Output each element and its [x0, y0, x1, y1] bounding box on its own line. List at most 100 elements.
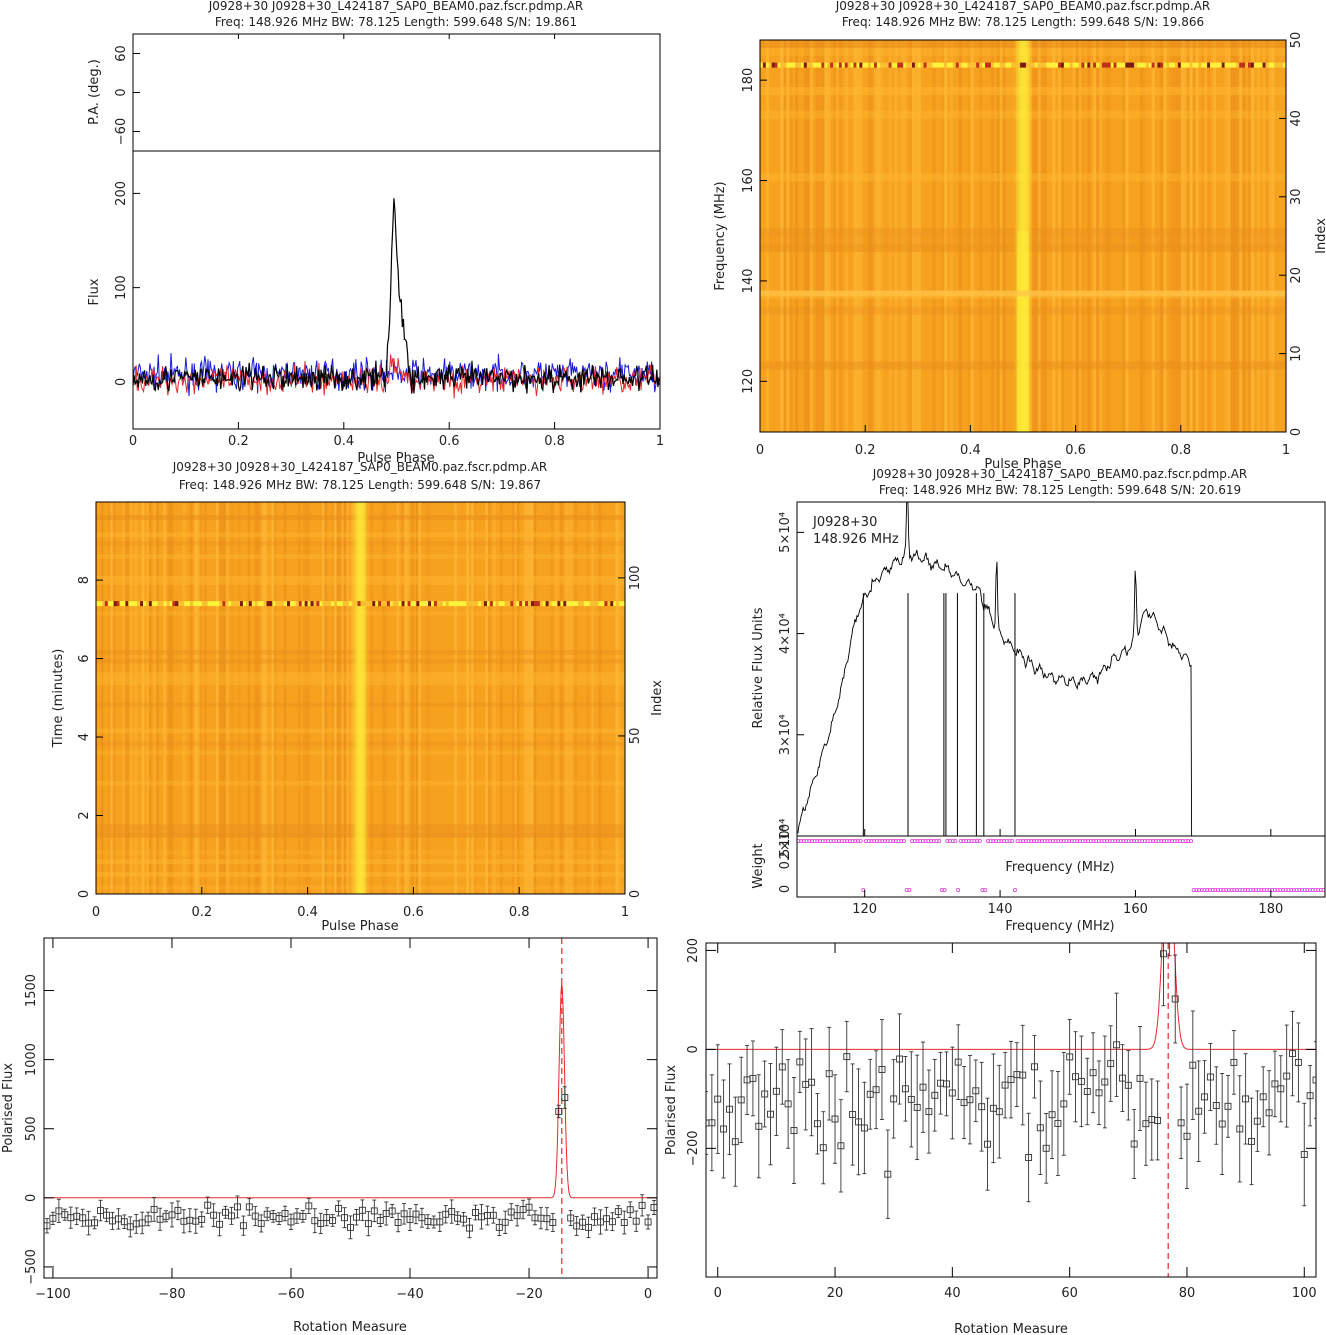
- rfi-row-cell: [128, 601, 132, 607]
- weight-marker: [847, 839, 852, 844]
- heatmap-noise-column: [230, 502, 234, 894]
- heatmap-noise-column: [524, 502, 527, 894]
- data-point: [907, 1095, 915, 1103]
- weight-marker: [1002, 839, 1007, 844]
- x-tick-label: 0.2: [855, 443, 876, 458]
- heatmap-noise-column: [146, 502, 150, 894]
- rfi-row-cell: [1034, 62, 1038, 68]
- data-point: [1283, 1072, 1291, 1080]
- data-point: [866, 1090, 874, 1098]
- rfi-row-cell: [337, 601, 341, 607]
- data-point: [1206, 1073, 1214, 1081]
- data-point: [448, 1208, 456, 1216]
- data-point: [239, 1222, 247, 1230]
- rfi-row-cell: [765, 62, 769, 68]
- data-point: [358, 1206, 366, 1214]
- heatmap-noise-column: [1107, 40, 1111, 432]
- heatmap-noise-column: [821, 40, 825, 432]
- data-point: [1077, 1077, 1085, 1085]
- rfi-row-cell: [207, 601, 211, 607]
- y-tick-label: 2: [77, 811, 92, 819]
- weight-marker: [1235, 888, 1240, 893]
- rfi-row-cell: [175, 601, 179, 607]
- y-tick-label: 4×10⁴: [778, 613, 793, 654]
- x-tick-label: 0.6: [1065, 443, 1086, 458]
- data-point: [943, 1080, 950, 1088]
- data-point: [1019, 1071, 1027, 1079]
- heatmap-noise-column: [305, 502, 308, 894]
- rfi-row-cell: [292, 601, 297, 607]
- heatmap-noise-column: [888, 40, 892, 432]
- profile-axes: 0 0.2 0.4 0.6 0.8 1 0 100 200 60 0 −60: [114, 33, 664, 449]
- heatmap-noise-column: [148, 502, 152, 894]
- data-point: [549, 1219, 557, 1226]
- rfi-row-cell: [131, 601, 135, 607]
- weight-marker: [885, 839, 890, 844]
- rfi-row-cell: [622, 601, 625, 607]
- heatmap-noise-column: [466, 502, 469, 894]
- data-point: [948, 1089, 956, 1097]
- heatmap-noise-column: [1075, 40, 1079, 432]
- heatmap-noise-row: [96, 532, 625, 538]
- weight-marker: [1156, 839, 1161, 844]
- rfi-row-cell: [982, 62, 986, 68]
- rfi-row-cell: [148, 601, 153, 607]
- rfi-row-cell: [1096, 62, 1100, 68]
- heatmap-noise-column: [1230, 40, 1234, 432]
- weight-marker: [1205, 888, 1210, 893]
- rfi-row-cell: [1037, 62, 1041, 68]
- rfi-row-cell: [818, 62, 822, 68]
- weight-marker: [1240, 888, 1245, 893]
- heatmap-noise-column: [182, 502, 186, 894]
- bandpass-panel: J0928+30 J0928+30_L424187_SAP0_BEAM0.paz…: [751, 467, 1326, 934]
- data-point: [831, 1115, 839, 1123]
- weight-marker: [929, 839, 934, 844]
- heatmap-noise-column: [1160, 40, 1164, 432]
- weight-marker: [834, 839, 839, 844]
- y-tick-label: 160: [741, 168, 756, 193]
- weight-marker: [1281, 888, 1286, 893]
- weight-marker: [1186, 839, 1191, 844]
- rfi-row-cell: [944, 62, 948, 68]
- rfi-row-cell: [240, 601, 244, 607]
- heatmap-noise-row: [96, 859, 625, 864]
- y-tick-label: 1500: [24, 974, 39, 1007]
- data-point: [495, 1223, 503, 1231]
- rfi-row-cell: [803, 62, 807, 68]
- series-I-line: [133, 198, 660, 394]
- rfi-row-cell: [328, 601, 332, 607]
- weight-marker: [912, 839, 917, 844]
- rfi-row-cell: [578, 601, 582, 607]
- weight-marker: [1094, 839, 1099, 844]
- weight-marker: [1048, 839, 1053, 844]
- heatmap-noise-column: [871, 40, 875, 432]
- rfi-row-cell: [1245, 62, 1249, 68]
- weight-marker: [896, 839, 901, 844]
- rfi-row-cell: [897, 62, 901, 68]
- weight-marker: [1137, 839, 1142, 844]
- data-point: [1095, 1089, 1103, 1097]
- data-point: [837, 1142, 845, 1150]
- rfi-row-cell: [401, 601, 405, 607]
- rfi-row-cell: [1180, 62, 1184, 68]
- weight-marker: [937, 839, 942, 844]
- heatmap-noise-column: [415, 502, 419, 894]
- rfi-row-cell: [454, 601, 458, 607]
- rfi-row-cell: [460, 601, 464, 607]
- heatmap-noise-column: [473, 502, 477, 894]
- data-point: [412, 1210, 420, 1218]
- rfi-row-cell: [407, 601, 411, 607]
- right-tick-label: 40: [1289, 110, 1304, 127]
- rfi-row-cell: [140, 601, 144, 607]
- rfi-row-cell: [345, 601, 349, 607]
- data-point: [772, 1087, 780, 1095]
- weight-marker: [1018, 839, 1023, 844]
- weight-marker: [1275, 888, 1280, 893]
- weight-marker: [1167, 839, 1172, 844]
- data-point: [1218, 1120, 1226, 1128]
- weight-marker: [1126, 839, 1131, 844]
- rfi-row-cell: [369, 601, 373, 607]
- heatmap-noise-column: [418, 502, 421, 894]
- rm-wide-plot: [44, 938, 657, 1278]
- rfi-row-cell: [431, 601, 435, 607]
